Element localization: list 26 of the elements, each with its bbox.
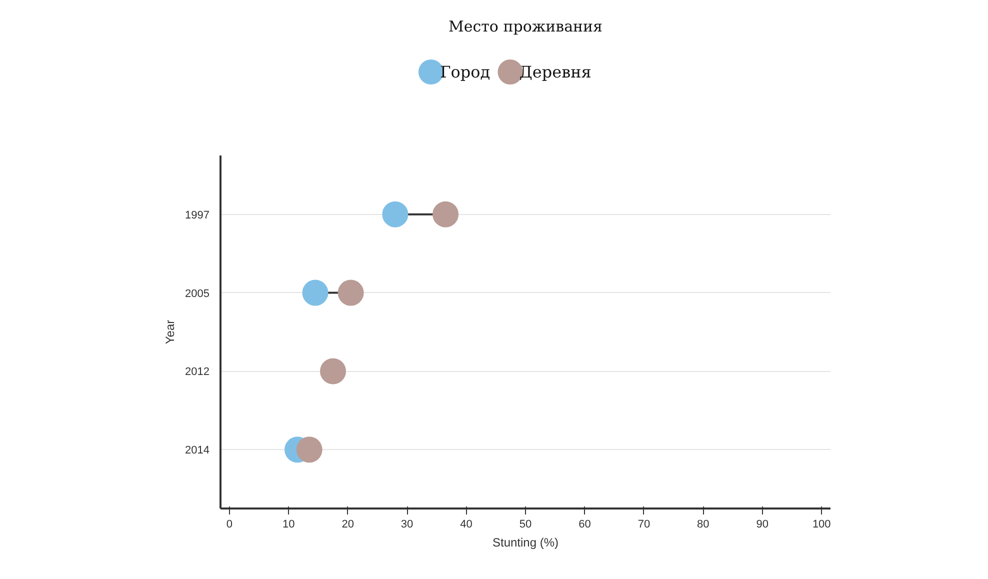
- point: [320, 358, 346, 384]
- x-tick-label: 30: [400, 518, 414, 530]
- y-tick-label: 2012: [185, 366, 210, 378]
- x-tick-label: 20: [342, 518, 354, 530]
- y-tick-label: 2005: [185, 288, 210, 300]
- x-tick-label: 50: [519, 518, 532, 530]
- legend-title: Место проживания: [448, 18, 603, 36]
- y-tick-label: 2014: [185, 444, 210, 457]
- legend-label: Деревня: [519, 62, 592, 82]
- x-tick-label: 40: [460, 518, 472, 530]
- x-tick-label: 80: [697, 518, 710, 530]
- legend-label: Город: [440, 62, 490, 82]
- y-tick-label: 1997: [185, 209, 210, 222]
- point: [296, 436, 322, 463]
- x-tick-label: 70: [638, 518, 650, 530]
- x-tick-label: 90: [756, 518, 769, 530]
- x-tick-label: 100: [812, 518, 831, 530]
- point: [382, 201, 408, 228]
- y-axis-title: Year: [163, 320, 178, 344]
- point: [338, 280, 364, 306]
- x-axis-title: Stunting (%): [492, 536, 559, 550]
- point: [302, 280, 328, 306]
- x-tick-label: 60: [578, 518, 591, 530]
- point: [432, 201, 459, 228]
- x-tick-label: 0: [226, 518, 232, 530]
- x-tick-label: 10: [282, 518, 295, 530]
